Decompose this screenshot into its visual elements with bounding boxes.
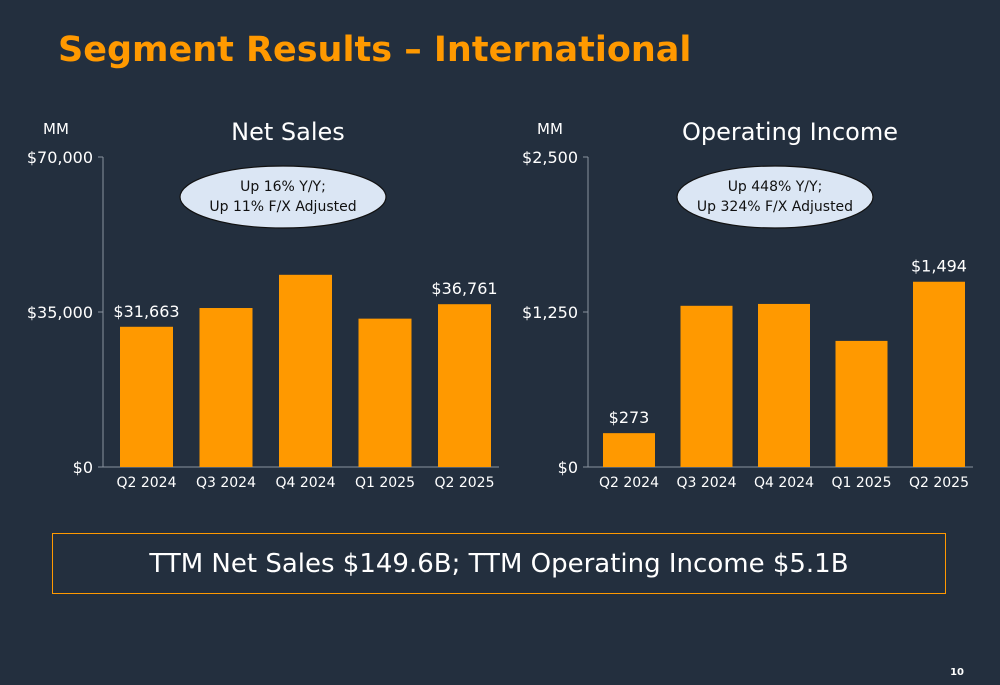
operating-income-x-tick-label: Q3 2024 xyxy=(676,475,736,491)
net-sales-x-tick-label: Q2 2025 xyxy=(434,475,494,491)
net-sales-bar xyxy=(199,308,253,467)
operating-income-callout-text: Up 448% Y/Y; xyxy=(728,179,823,195)
net-sales-y-tick-label: $70,000 xyxy=(27,148,93,167)
segment-charts: Net Sales MM $0 $35,000 $70,000 Q2 2024 $31,66… xyxy=(27,118,973,491)
net-sales-unit-label: MM xyxy=(43,120,69,138)
operating-income-y-tick-label: $1,250 xyxy=(522,303,578,322)
operating-income-chart-title: Operating Income xyxy=(682,118,898,146)
net-sales-x-tick-label: Q4 2024 xyxy=(275,475,335,491)
operating-income-callout-text: Up 324% F/X Adjusted xyxy=(697,199,853,215)
operating-income-bar xyxy=(680,305,733,467)
net-sales-callout-text: Up 16% Y/Y; xyxy=(240,179,326,195)
net-sales-x-tick-label: Q2 2024 xyxy=(116,475,176,491)
operating-income-data-label: $273 xyxy=(609,408,650,427)
net-sales-bar xyxy=(120,326,173,467)
page-number: 10 xyxy=(950,667,964,678)
net-sales-y-tick-label: $0 xyxy=(73,458,93,477)
net-sales-x-tick-label: Q1 2025 xyxy=(355,475,415,491)
operating-income-y-tick-label: $0 xyxy=(558,458,578,477)
operating-income-y-tick-label: $2,500 xyxy=(522,148,578,167)
net-sales-bar xyxy=(279,274,332,467)
net-sales-bar xyxy=(438,304,491,467)
net-sales-chart-title: Net Sales xyxy=(231,118,345,146)
net-sales-y-tick-label: $35,000 xyxy=(27,303,93,322)
operating-income-x-tick-label: Q1 2025 xyxy=(831,475,891,491)
operating-income-bar xyxy=(758,303,810,467)
operating-income-callout-bubble xyxy=(676,165,874,229)
ttm-summary-text: TTM Net Sales $149.6B; TTM Operating Inc… xyxy=(149,548,849,579)
operating-income-data-label: $1,494 xyxy=(911,257,967,276)
net-sales-data-label: $36,761 xyxy=(431,279,497,298)
net-sales-callout-text: Up 11% F/X Adjusted xyxy=(209,199,356,215)
operating-income-x-tick-label: Q2 2025 xyxy=(909,475,969,491)
operating-income-bar xyxy=(913,281,965,467)
slide-title: Segment Results – International xyxy=(58,30,692,70)
operating-income-unit-label: MM xyxy=(537,120,563,138)
ttm-summary-box: TTM Net Sales $149.6B; TTM Operating Inc… xyxy=(52,533,946,594)
operating-income-bar xyxy=(835,340,888,467)
net-sales-data-label: $31,663 xyxy=(113,302,179,321)
net-sales-callout-bubble xyxy=(179,165,387,229)
operating-income-x-tick-label: Q2 2024 xyxy=(599,475,659,491)
operating-income-bar xyxy=(603,433,655,467)
net-sales-bar xyxy=(358,318,412,467)
net-sales-x-tick-label: Q3 2024 xyxy=(196,475,256,491)
operating-income-x-tick-label: Q4 2024 xyxy=(754,475,814,491)
